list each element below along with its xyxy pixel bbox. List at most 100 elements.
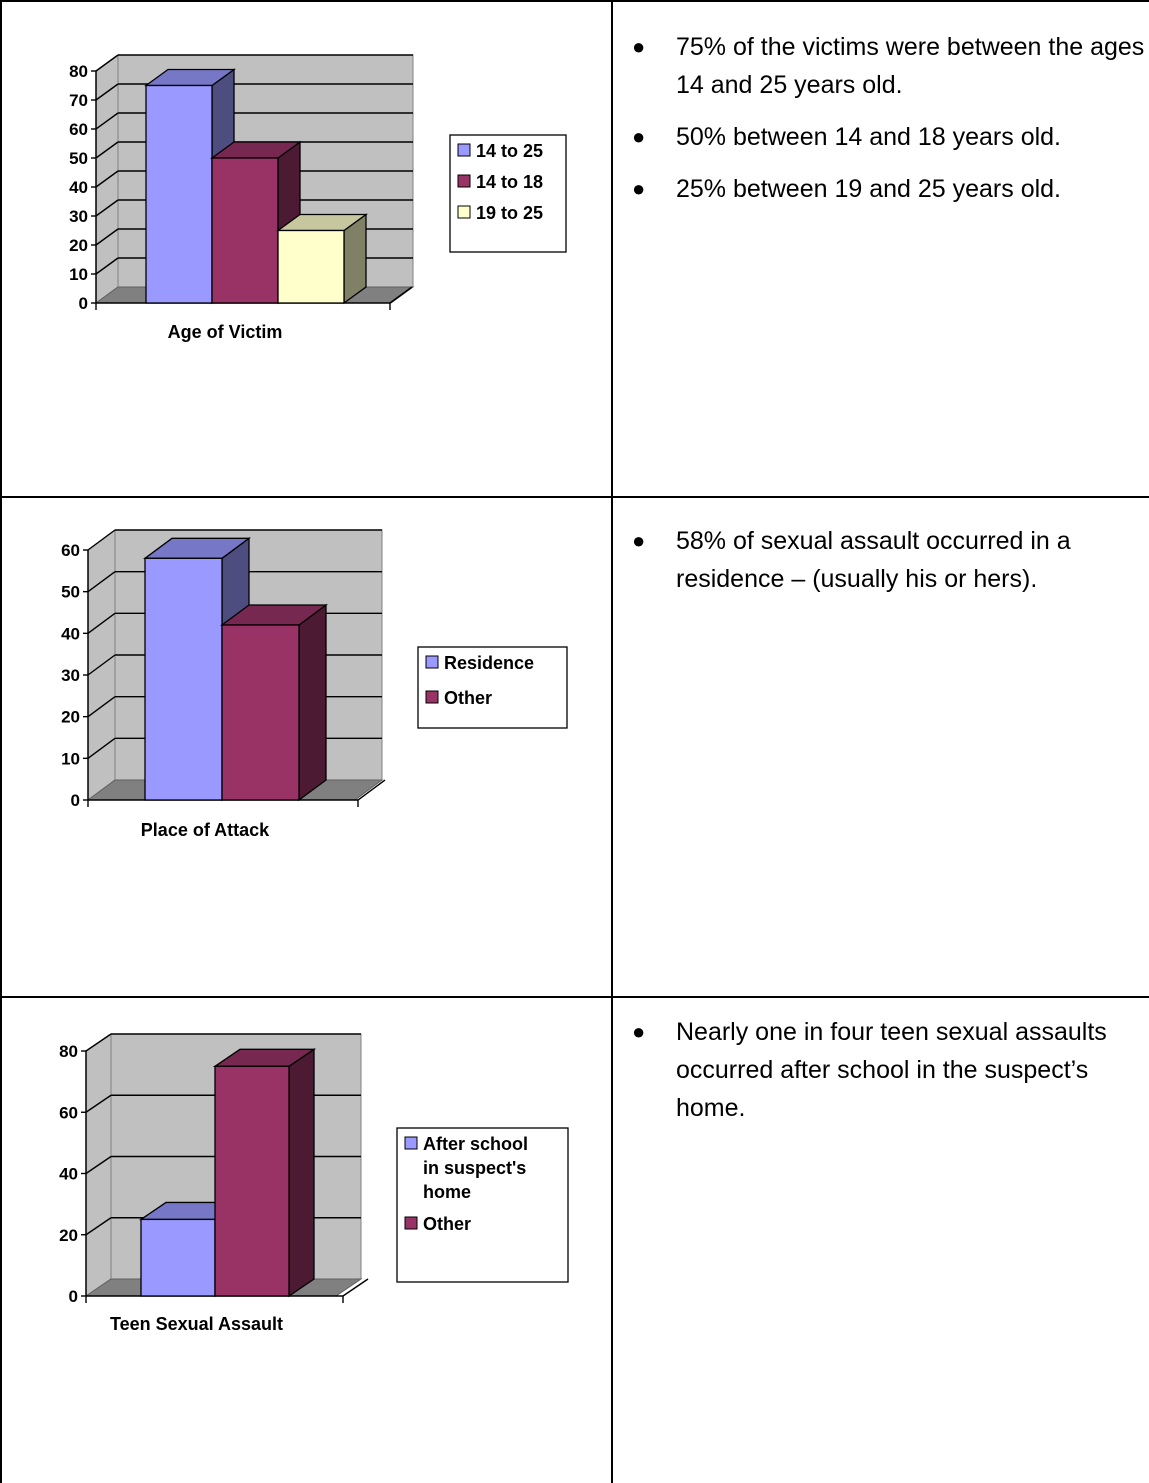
bullet-icon: ● [632, 1019, 646, 1044]
y-tick-label: 80 [69, 62, 88, 81]
table-row-divider-2 [0, 996, 1149, 998]
legend-item: 19 to 25 [457, 203, 543, 223]
legend-item: After school in suspect's home [404, 1134, 528, 1202]
bullet-item: ● 58% of sexual assault occurred in a res… [613, 522, 1149, 598]
legend-swatch [457, 205, 471, 219]
gridline [87, 654, 116, 676]
legend-item: 14 to 18 [457, 172, 543, 192]
y-tick-label: 50 [69, 149, 88, 168]
y-tick-label: 40 [69, 178, 88, 197]
gridline [85, 1155, 112, 1175]
legend: 14 to 25 14 to 18 19 to 25 [449, 134, 567, 253]
legend-box [396, 1127, 569, 1283]
table-column-divider [611, 0, 613, 1483]
gridline [95, 199, 119, 217]
bullet-item: ● Nearly one in four teen sexual assaults… [613, 1013, 1149, 1127]
legend-label: 14 to 25 [476, 141, 543, 161]
gridline [87, 612, 116, 634]
gridline [95, 83, 119, 101]
x-axis-depth [342, 1278, 369, 1297]
bullet-text: 50% between 14 and 18 years old. [676, 123, 1061, 151]
bar-front [221, 624, 300, 801]
gridline [95, 54, 119, 72]
bar-front [140, 1218, 216, 1297]
bullet-item: ● 25% between 19 and 25 years old. [613, 170, 1149, 208]
gridline [87, 571, 116, 593]
y-tick-label: 50 [61, 583, 80, 602]
x-axis-label: Place of Attack [141, 820, 270, 840]
legend-item: Other [404, 1214, 471, 1234]
legend-swatch [404, 1136, 418, 1150]
legend-item: 14 to 25 [457, 141, 543, 161]
x-axis-depth [357, 779, 386, 801]
bullet-item: ● 50% between 14 and 18 years old. [613, 118, 1149, 156]
chart-teen-sexual-assault: 0 20 40 60 80 Teen Sexual Assault After school… [59, 1033, 569, 1334]
y-tick-label: 20 [69, 236, 88, 255]
bar-side [288, 1048, 315, 1298]
gridline [95, 228, 119, 246]
legend: Residence Other [417, 646, 568, 729]
gridline [95, 112, 119, 130]
y-tick-label: 40 [59, 1165, 78, 1184]
gridline [85, 1217, 112, 1236]
gridline [87, 696, 116, 718]
y-tick-label: 0 [71, 791, 80, 810]
bar-other [212, 1048, 317, 1298]
bullet-icon: ● [632, 124, 646, 149]
legend-label: Other [444, 688, 492, 708]
bar-19-to-25 [276, 213, 368, 305]
legend-item: Residence [425, 653, 534, 673]
legend-swatch [457, 174, 471, 188]
bullet-icon: ● [632, 34, 646, 59]
y-tick-label: 60 [69, 120, 88, 139]
bar-side [298, 603, 327, 802]
legend: After school in suspect's home Other [396, 1127, 569, 1283]
legend-swatch [425, 655, 439, 669]
gridline [95, 257, 119, 275]
bar-front [144, 557, 223, 801]
bar-front [211, 157, 279, 304]
gridline [85, 1094, 112, 1113]
legend-label: in suspect's [423, 1158, 526, 1178]
gridline [85, 1033, 112, 1052]
bullet-list: ● Nearly one in four teen sexual assaults… [613, 1013, 1149, 1127]
table-border-top [0, 0, 1149, 2]
chart-place-of-attack: 0 10 20 30 40 50 60 Place of Attack Residence Oth… [61, 529, 568, 840]
bar-other [220, 603, 328, 802]
bullet-icon: ● [632, 176, 646, 201]
bullet-text: 75% of the victims were between the ages… [676, 33, 1145, 99]
legend-swatch [457, 143, 471, 157]
legend-label: After school [423, 1134, 528, 1154]
y-tick-label: 60 [59, 1103, 78, 1122]
bar-front [145, 84, 213, 304]
y-tick-label: 80 [59, 1042, 78, 1061]
legend-swatch [404, 1216, 418, 1230]
bar-front [277, 229, 345, 304]
bullet-list: ● 58% of sexual assault occurred in a res… [613, 522, 1149, 598]
table-row-divider-1 [0, 496, 1149, 498]
bullet-text: 25% between 19 and 25 years old. [676, 175, 1061, 203]
y-tick-label: 20 [61, 708, 80, 727]
gridline [87, 529, 116, 551]
y-tick-label: 30 [61, 666, 80, 685]
y-tick-label: 30 [69, 207, 88, 226]
row-3-text-cell: ● Nearly one in four teen sexual assaults… [613, 1013, 1149, 1141]
gridline [95, 141, 119, 159]
y-tick-label: 70 [69, 91, 88, 110]
legend-label: 14 to 18 [476, 172, 543, 192]
bullet-icon: ● [632, 528, 646, 553]
legend-label: Other [423, 1214, 471, 1234]
legend-swatch [425, 690, 439, 704]
y-tick-label: 0 [79, 294, 88, 313]
legend-box [417, 646, 568, 729]
x-axis-depth [389, 286, 413, 304]
row-2-text-cell: ● 58% of sexual assault occurred in a res… [613, 522, 1149, 612]
y-tick-label: 0 [69, 1287, 78, 1306]
legend-label: 19 to 25 [476, 203, 543, 223]
x-axis-label: Age of Victim [168, 322, 283, 342]
bullet-list: ● 75% of the victims were between the age… [613, 28, 1149, 208]
bullet-text: Nearly one in four teen sexual assaults … [676, 1018, 1107, 1122]
legend-label: Residence [444, 653, 534, 673]
